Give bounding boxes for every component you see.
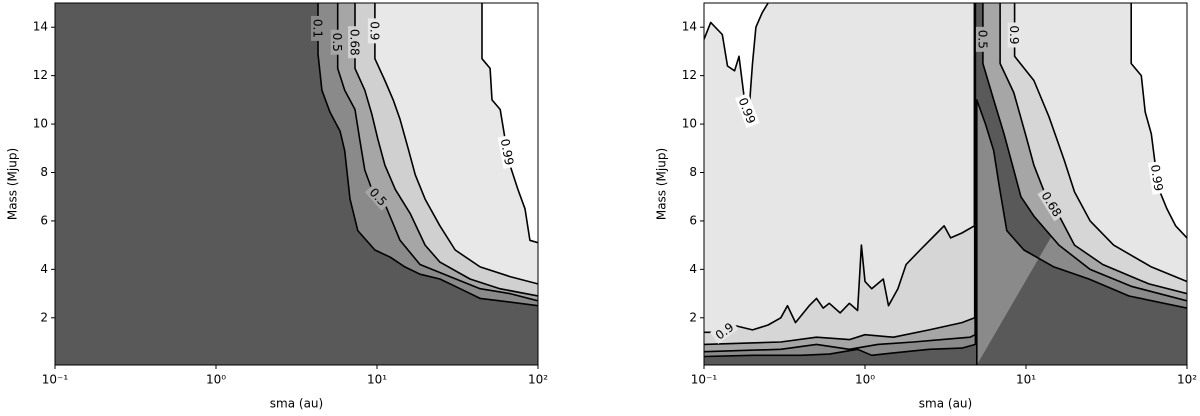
contour-label: 0.1 [310,19,324,38]
x-axis-label: sma (au) [270,397,323,411]
contour-label-group: 0.9 [1007,22,1022,48]
y-tick-label: 2 [40,310,48,324]
label-backdrop [975,26,990,52]
y-tick-label: 8 [689,165,697,179]
contour-fill [704,3,769,115]
label-backdrop [1148,160,1167,195]
label-backdrop [1037,186,1067,222]
contour-label: 0.5 [330,33,344,52]
y-tick-label: 10 [33,117,48,131]
y-tick-label: 14 [682,20,697,34]
y-tick-label: 12 [33,68,48,82]
contour-label: 0.99 [498,138,517,167]
y-tick-label: 14 [33,20,48,34]
x-tick-label: 10¹ [367,373,387,387]
x-tick-label: 10⁻¹ [691,373,718,387]
label-backdrop [710,317,739,344]
label-backdrop [1007,22,1022,48]
contour-line [704,3,976,346]
contour-line [374,3,538,285]
y-tick-label: 6 [40,213,48,227]
label-backdrop [310,15,325,41]
contour-fill [482,3,538,243]
plot-frame [54,2,539,366]
contour-line [704,3,976,353]
x-tick-label: 10⁰ [855,373,875,387]
contour-lines [317,3,538,307]
contour-line [704,3,977,358]
label-backdrop [347,26,362,59]
contour-label-group: 0.99 [1148,160,1167,195]
contour-label-group: 0.68 [347,26,362,59]
contour-lines [704,3,1187,365]
contour-label: 0.99 [1148,164,1166,192]
y-axis-label: Mass (Mjup) [655,148,669,220]
y-tick-label: 12 [682,68,697,82]
contour-line [317,3,538,307]
contour-fill [704,3,975,333]
label-backdrop [330,29,345,55]
contour-line [704,3,976,334]
contour-label-group: 0.99 [497,134,518,169]
x-tick-label: 10⁰ [206,373,226,387]
contour-line [976,99,1187,365]
contour-label: 0.9 [1007,25,1021,44]
y-tick-label: 2 [689,310,697,324]
y-tick-label: 6 [689,213,697,227]
y-axis-label: Mass (Mjup) [6,148,20,220]
fills [704,3,1187,365]
contour-label-group: 0.5 [975,26,990,52]
contour-label: 0.68 [347,29,361,56]
contour-label-group: 0.9 [367,18,382,44]
plot-frame [703,2,1188,366]
label-backdrop [735,93,760,128]
y-tick-label: 4 [689,262,697,276]
y-tick-label: 8 [40,165,48,179]
contour-line [354,3,538,297]
label-backdrop [367,18,382,44]
x-axis-label: sma (au) [919,397,972,411]
y-tick-label: 10 [682,117,697,131]
x-tick-label: 10² [1177,373,1197,387]
label-backdrop [497,134,518,169]
contour-line [982,3,1187,302]
contour-fill [1131,3,1187,238]
contour-label-group: 0.5 [330,29,345,55]
y-tick-label: 4 [40,262,48,276]
x-tick-label: 10² [528,373,548,387]
fills [318,3,538,306]
label-backdrop [364,182,392,211]
contour-line [1013,3,1187,283]
x-tick-label: 10⁻¹ [42,373,69,387]
contour-label-group: 0.1 [310,15,325,41]
x-tick-label: 10¹ [1016,373,1036,387]
contour-line [1130,3,1187,239]
contour-label: 0.5 [975,30,989,49]
contour-label: 0.9 [367,21,381,40]
